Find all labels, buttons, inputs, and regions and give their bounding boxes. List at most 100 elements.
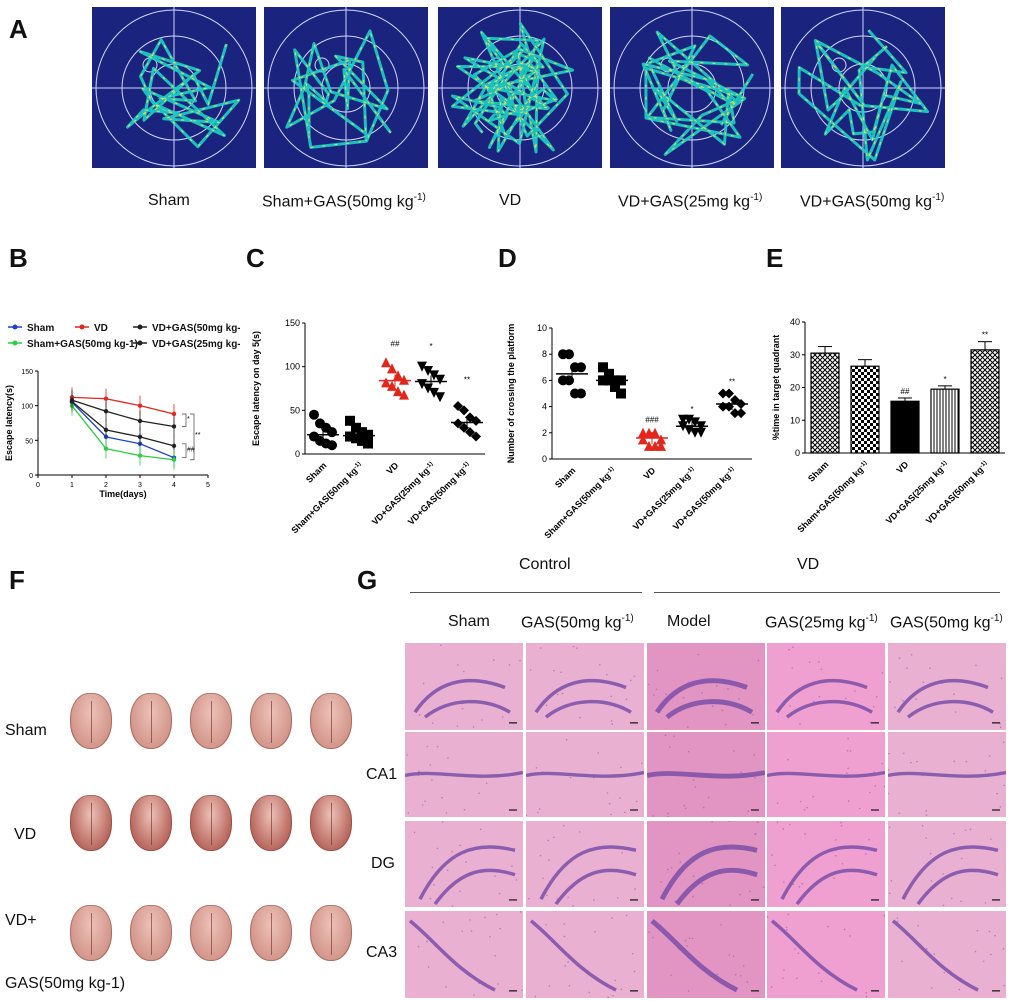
he-nucleus [563, 923, 566, 925]
he-nucleus [436, 745, 439, 748]
he-nucleus [440, 644, 442, 647]
he-nucleus [921, 824, 924, 827]
he-nucleus [799, 800, 802, 803]
he-nucleus [515, 879, 518, 881]
he-nucleus [610, 720, 613, 722]
he-nucleus [988, 755, 991, 757]
he-nucleus [787, 913, 790, 916]
he-nucleus [958, 988, 961, 991]
he-nucleus [537, 811, 539, 814]
he-nucleus [888, 752, 890, 755]
he-nucleus [594, 930, 596, 933]
he-nucleus [560, 671, 562, 674]
he-nucleus [950, 897, 953, 900]
brain-label-vd-plus: VD+ [5, 912, 37, 929]
he-nucleus [783, 881, 785, 883]
legend-marker [137, 340, 143, 346]
he-nucleus [667, 868, 669, 871]
scale-bar [751, 899, 759, 901]
data-point [453, 400, 463, 411]
he-nucleus [797, 952, 800, 954]
he-nucleus [445, 986, 447, 988]
he-nucleus [418, 770, 420, 773]
he-nucleus [633, 675, 636, 678]
he-tile [405, 643, 523, 730]
he-nucleus [616, 897, 619, 899]
he-nucleus [774, 864, 776, 867]
he-nucleus [572, 905, 574, 907]
data-point [730, 408, 740, 419]
he-cell-layer [413, 679, 511, 719]
he-nucleus [960, 900, 962, 903]
he-nucleus [612, 995, 614, 997]
y-axis-label: %time in target quadrant [771, 335, 781, 441]
he-nucleus [969, 828, 972, 831]
he-nucleus [960, 857, 963, 860]
category-label: Sham+GAS(50mg kg-1) [542, 465, 617, 540]
bar [810, 352, 840, 454]
he-nucleus [786, 929, 788, 931]
he-tissue [526, 821, 644, 907]
he-tissue [888, 821, 1006, 907]
sig-bracket [182, 443, 187, 459]
data-point [393, 386, 403, 397]
he-nucleus [804, 833, 806, 835]
brain-label-vd: VD [14, 826, 37, 843]
he-nucleus [996, 792, 998, 795]
he-nucleus [817, 972, 820, 975]
legend-label: VD+GAS(50mg kg-1 [152, 323, 240, 334]
he-nucleus [501, 716, 504, 718]
he-cell-layer [650, 918, 739, 993]
y-tick-label: 10 [790, 415, 800, 425]
he-nucleus [881, 762, 883, 765]
he-tile [405, 911, 523, 998]
y-tick-label: 20 [790, 383, 800, 393]
he-nucleus [535, 767, 538, 769]
maze-platform [314, 57, 330, 73]
brain-specimen [310, 905, 352, 961]
he-nucleus [538, 808, 541, 810]
he-nucleus [782, 977, 784, 979]
data-point [327, 427, 337, 438]
he-nucleus [872, 705, 875, 708]
he-nucleus [732, 955, 735, 958]
brain-midline [331, 701, 332, 743]
he-nucleus [494, 954, 497, 957]
he-nucleus [687, 750, 690, 753]
data-point [459, 405, 469, 416]
he-nucleus [930, 987, 933, 989]
he-nucleus [431, 779, 433, 781]
he-nucleus [521, 989, 523, 992]
he-nucleus [697, 653, 700, 656]
he-tile [888, 732, 1006, 817]
he-nucleus [460, 700, 463, 702]
brain-specimen [130, 905, 172, 961]
legend-marker [79, 324, 85, 330]
data-point [417, 361, 427, 372]
data-point [345, 431, 355, 442]
he-nucleus [818, 661, 820, 663]
he-nucleus [556, 870, 559, 873]
scale-bar [509, 809, 517, 811]
he-background [767, 911, 885, 998]
brain-midline [331, 803, 332, 845]
he-nucleus [426, 745, 429, 748]
sig-bracket [190, 413, 195, 461]
he-nucleus [688, 937, 691, 940]
he-tissue [767, 732, 885, 817]
he-nucleus [635, 800, 638, 803]
scale-bar [871, 899, 879, 901]
legend-label: VD+GAS(25mg kg-1 [152, 339, 240, 350]
he-nucleus [431, 722, 434, 724]
he-nucleus [834, 839, 837, 841]
he-nucleus [692, 875, 695, 877]
col-header-gas50-control: GAS(50mg kg-1) [521, 613, 634, 632]
sig-bracket [182, 413, 187, 427]
data-point [363, 438, 373, 449]
he-cell-layer [539, 845, 637, 906]
he-nucleus [608, 802, 611, 805]
he-nucleus [684, 939, 687, 942]
he-nucleus [896, 920, 899, 923]
sig-annotation: ** [982, 331, 988, 340]
category-label: VD [894, 459, 910, 475]
